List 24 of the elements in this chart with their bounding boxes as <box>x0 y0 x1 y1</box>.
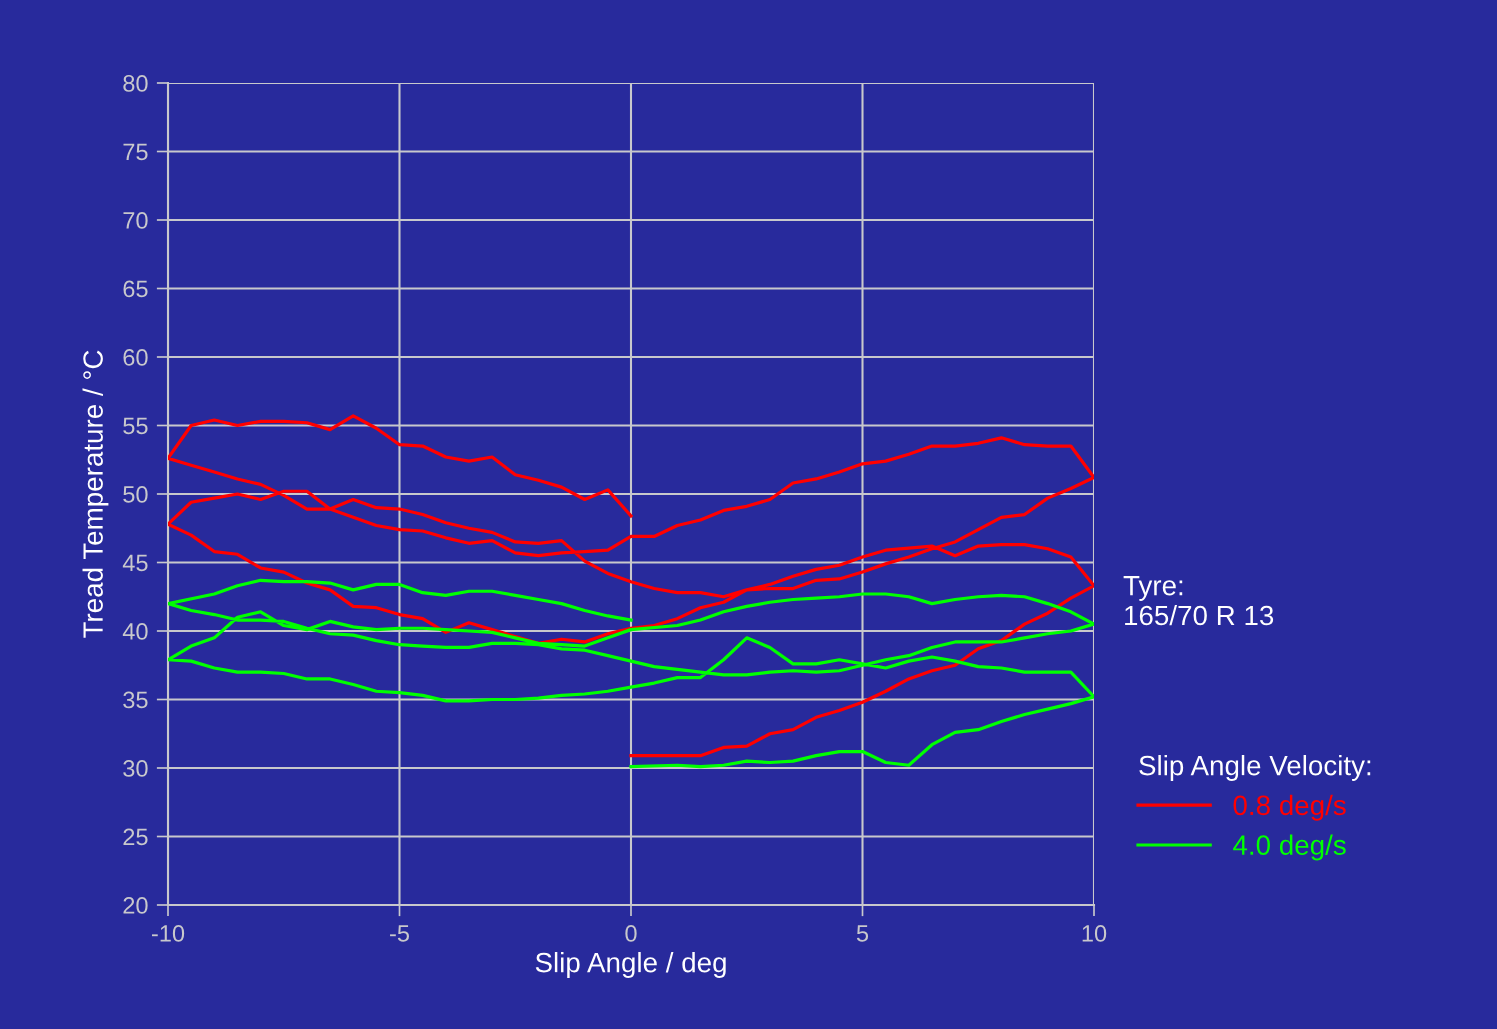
text: Tyre: 165/70 R 13 <box>1123 576 1274 626</box>
y-tick-label: 45 <box>122 554 148 572</box>
y-tick-label: 25 <box>123 828 148 846</box>
y-tick-label: 60 <box>123 349 148 366</box>
y-tick-label: 35 <box>123 691 148 709</box>
y-tick-label: 40 <box>122 623 148 640</box>
y-tick-label: 75 <box>123 143 148 161</box>
y-tick-label: 55 <box>123 417 148 435</box>
x-tick-label: 0 <box>625 925 637 942</box>
y-tick-label: 30 <box>123 760 148 777</box>
y-tick-label: 50 <box>123 486 148 503</box>
y-tick-label: 80 <box>123 75 148 92</box>
x-axis-title: Slip Angle / deg <box>535 952 726 978</box>
y-tick-label: 20 <box>123 897 148 914</box>
legend-label: 4.0 deg/s <box>1233 834 1346 861</box>
y-tick-label: 65 <box>123 280 148 298</box>
x-tick-label: -10 <box>151 925 185 942</box>
y-axis-title: Tread Temperature / °C <box>82 350 109 638</box>
x-tick-label: 10 <box>1082 925 1107 942</box>
y-tick-label: 70 <box>123 212 148 229</box>
legend-label: 0.8 deg/s <box>1233 794 1346 821</box>
x-tick-label: 5 <box>856 925 869 942</box>
legend-title: Slip Angle Velocity: <box>1139 755 1371 781</box>
x-tick-label: -5 <box>390 925 410 942</box>
